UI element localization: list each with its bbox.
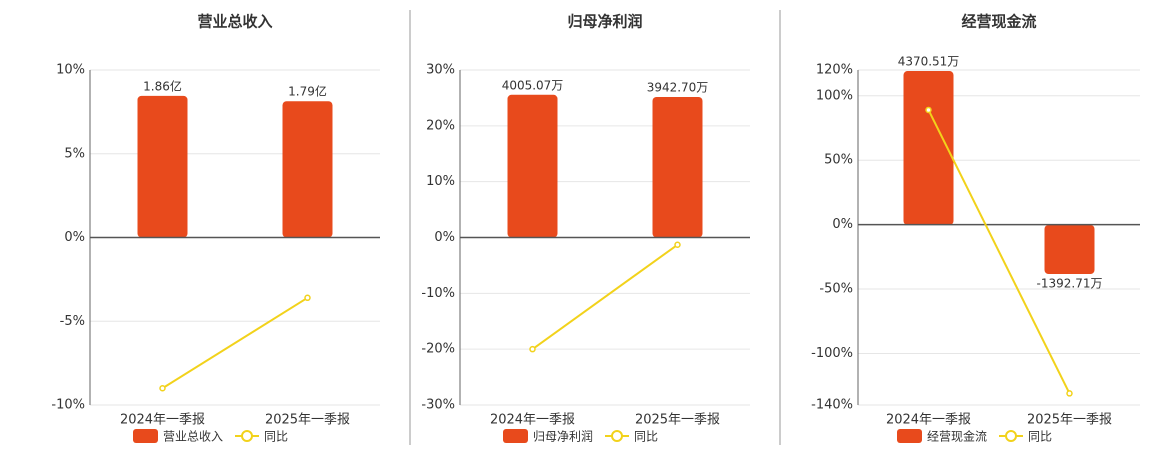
bar <box>1044 224 1095 275</box>
bar-label: 4370.51万 <box>898 55 960 69</box>
y-tick-label: 10% <box>426 174 455 189</box>
y-tick-label: 50% <box>824 153 853 168</box>
chart-title: 经营现金流 <box>961 13 1036 31</box>
y-tick-label: 0% <box>64 230 85 245</box>
legend-label: 同比 <box>1028 430 1052 444</box>
x-tick-label: 2025年一季报 <box>1027 413 1112 428</box>
bar <box>652 96 703 238</box>
y-tick-label: -5% <box>60 314 85 329</box>
legend-label: 归母净利润 <box>533 430 593 444</box>
legend-label: 营业总收入 <box>163 430 223 444</box>
legend-swatch <box>611 430 623 442</box>
legend-swatch <box>897 429 922 443</box>
line-point <box>529 345 536 353</box>
y-tick-label: -20% <box>421 342 455 357</box>
y-tick-label: 20% <box>426 118 455 133</box>
y-tick-label: -10% <box>51 398 85 413</box>
chart-title: 归母净利润 <box>567 13 642 31</box>
bar-label: 1.86亿 <box>143 78 182 93</box>
bar <box>137 95 188 238</box>
bar-label: 4005.07万 <box>502 78 564 92</box>
y-tick-label: 0% <box>434 230 455 245</box>
bar <box>282 101 333 238</box>
line-point <box>674 241 681 249</box>
x-tick-label: 2024年一季报 <box>120 413 205 428</box>
legend-label: 同比 <box>634 430 658 444</box>
legend-label: 经营现金流 <box>927 429 987 444</box>
chart-title: 营业总收入 <box>197 13 272 31</box>
bar-label: 3942.70万 <box>647 80 709 94</box>
y-tick-label: 10% <box>56 63 85 78</box>
y-tick-label: 0% <box>832 217 853 232</box>
legend-swatch <box>241 430 253 442</box>
y-tick-label: -30% <box>421 398 455 413</box>
line <box>161 296 309 390</box>
line <box>927 109 1071 394</box>
line-point <box>925 106 932 114</box>
bar-label: -1392.71万 <box>1037 277 1103 291</box>
line-point <box>159 385 166 392</box>
y-tick-label: -50% <box>819 282 853 297</box>
x-tick-label: 2025年一季报 <box>265 413 350 428</box>
legend-swatch <box>1005 430 1017 442</box>
legend-label: 同比 <box>264 430 288 444</box>
y-tick-label: -100% <box>811 346 853 361</box>
x-tick-label: 2024年一季报 <box>886 413 971 428</box>
line <box>531 243 679 350</box>
x-tick-label: 2025年一季报 <box>635 413 720 428</box>
legend-swatch <box>133 429 158 443</box>
y-tick-label: -10% <box>421 286 455 301</box>
line-point <box>1066 390 1073 397</box>
y-tick-label: 100% <box>816 88 853 103</box>
line-point <box>304 294 311 302</box>
y-tick-label: 120% <box>816 63 853 78</box>
bar <box>507 94 558 238</box>
legend-swatch <box>503 429 528 443</box>
y-tick-label: 30% <box>426 63 455 78</box>
y-tick-label: -140% <box>811 398 853 413</box>
x-tick-label: 2024年一季报 <box>490 413 575 428</box>
bar <box>903 71 954 225</box>
bar-label: 1.79亿 <box>288 84 327 99</box>
y-tick-label: 5% <box>64 146 85 161</box>
